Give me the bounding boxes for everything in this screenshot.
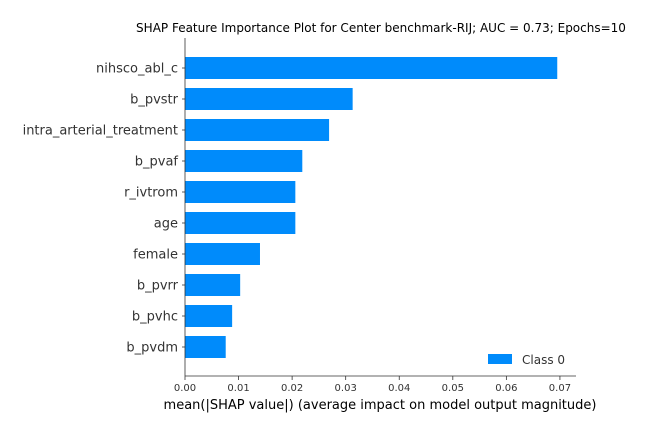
bar-b_pvrr [185, 274, 241, 296]
x-tick-label-0.05: 0.05 [442, 383, 464, 394]
bar-b_pvaf [185, 150, 303, 172]
category-label-female: female [133, 248, 178, 263]
category-label-b_pvhc: b_pvhc [132, 310, 178, 325]
category-label-age: age [154, 217, 178, 232]
legend-label-class-0: Class 0 [522, 353, 565, 367]
bar-intra_arterial_treatment [185, 119, 330, 141]
x-axis-label: mean(|SHAP value|) (average impact on mo… [164, 398, 597, 413]
category-label-nihsco_abl_c: nihsco_abl_c [96, 62, 178, 77]
x-tick-label-0.04: 0.04 [388, 383, 410, 394]
category-label-b_pvstr: b_pvstr [130, 93, 179, 108]
bar-female [185, 243, 260, 265]
category-label-r_ivtrom: r_ivtrom [124, 186, 178, 201]
bar-r_ivtrom [185, 181, 296, 203]
category-label-intra_arterial_treatment: intra_arterial_treatment [23, 124, 178, 139]
x-tick-label-0.07: 0.07 [549, 383, 571, 394]
bar-b_pvhc [185, 305, 233, 327]
x-tick-label-0.03: 0.03 [335, 383, 357, 394]
bars-group [185, 57, 558, 358]
x-tick-label-0.00: 0.00 [174, 383, 196, 394]
bar-b_pvstr [185, 88, 353, 110]
bar-b_pvdm [185, 336, 226, 358]
category-labels: nihsco_abl_c b_pvstr intra_arterial_treatm… [23, 62, 179, 356]
category-label-b_pvrr: b_pvrr [137, 279, 179, 294]
chart-title: SHAP Feature Importance Plot for Center … [136, 21, 626, 35]
bar-age [185, 212, 296, 234]
x-ticks: 0.00 0.01 0.02 0.03 0.04 0.05 0.06 0.07 [174, 376, 571, 394]
bar-nihsco_abl_c [185, 57, 558, 79]
category-label-b_pvdm: b_pvdm [126, 341, 178, 356]
y-ticks [182, 67, 185, 348]
x-tick-label-0.01: 0.01 [227, 383, 249, 394]
x-tick-label-0.02: 0.02 [281, 383, 303, 394]
category-label-b_pvaf: b_pvaf [135, 155, 179, 170]
legend: Class 0 [488, 353, 565, 367]
x-tick-label-0.06: 0.06 [495, 383, 517, 394]
legend-swatch [488, 354, 512, 364]
